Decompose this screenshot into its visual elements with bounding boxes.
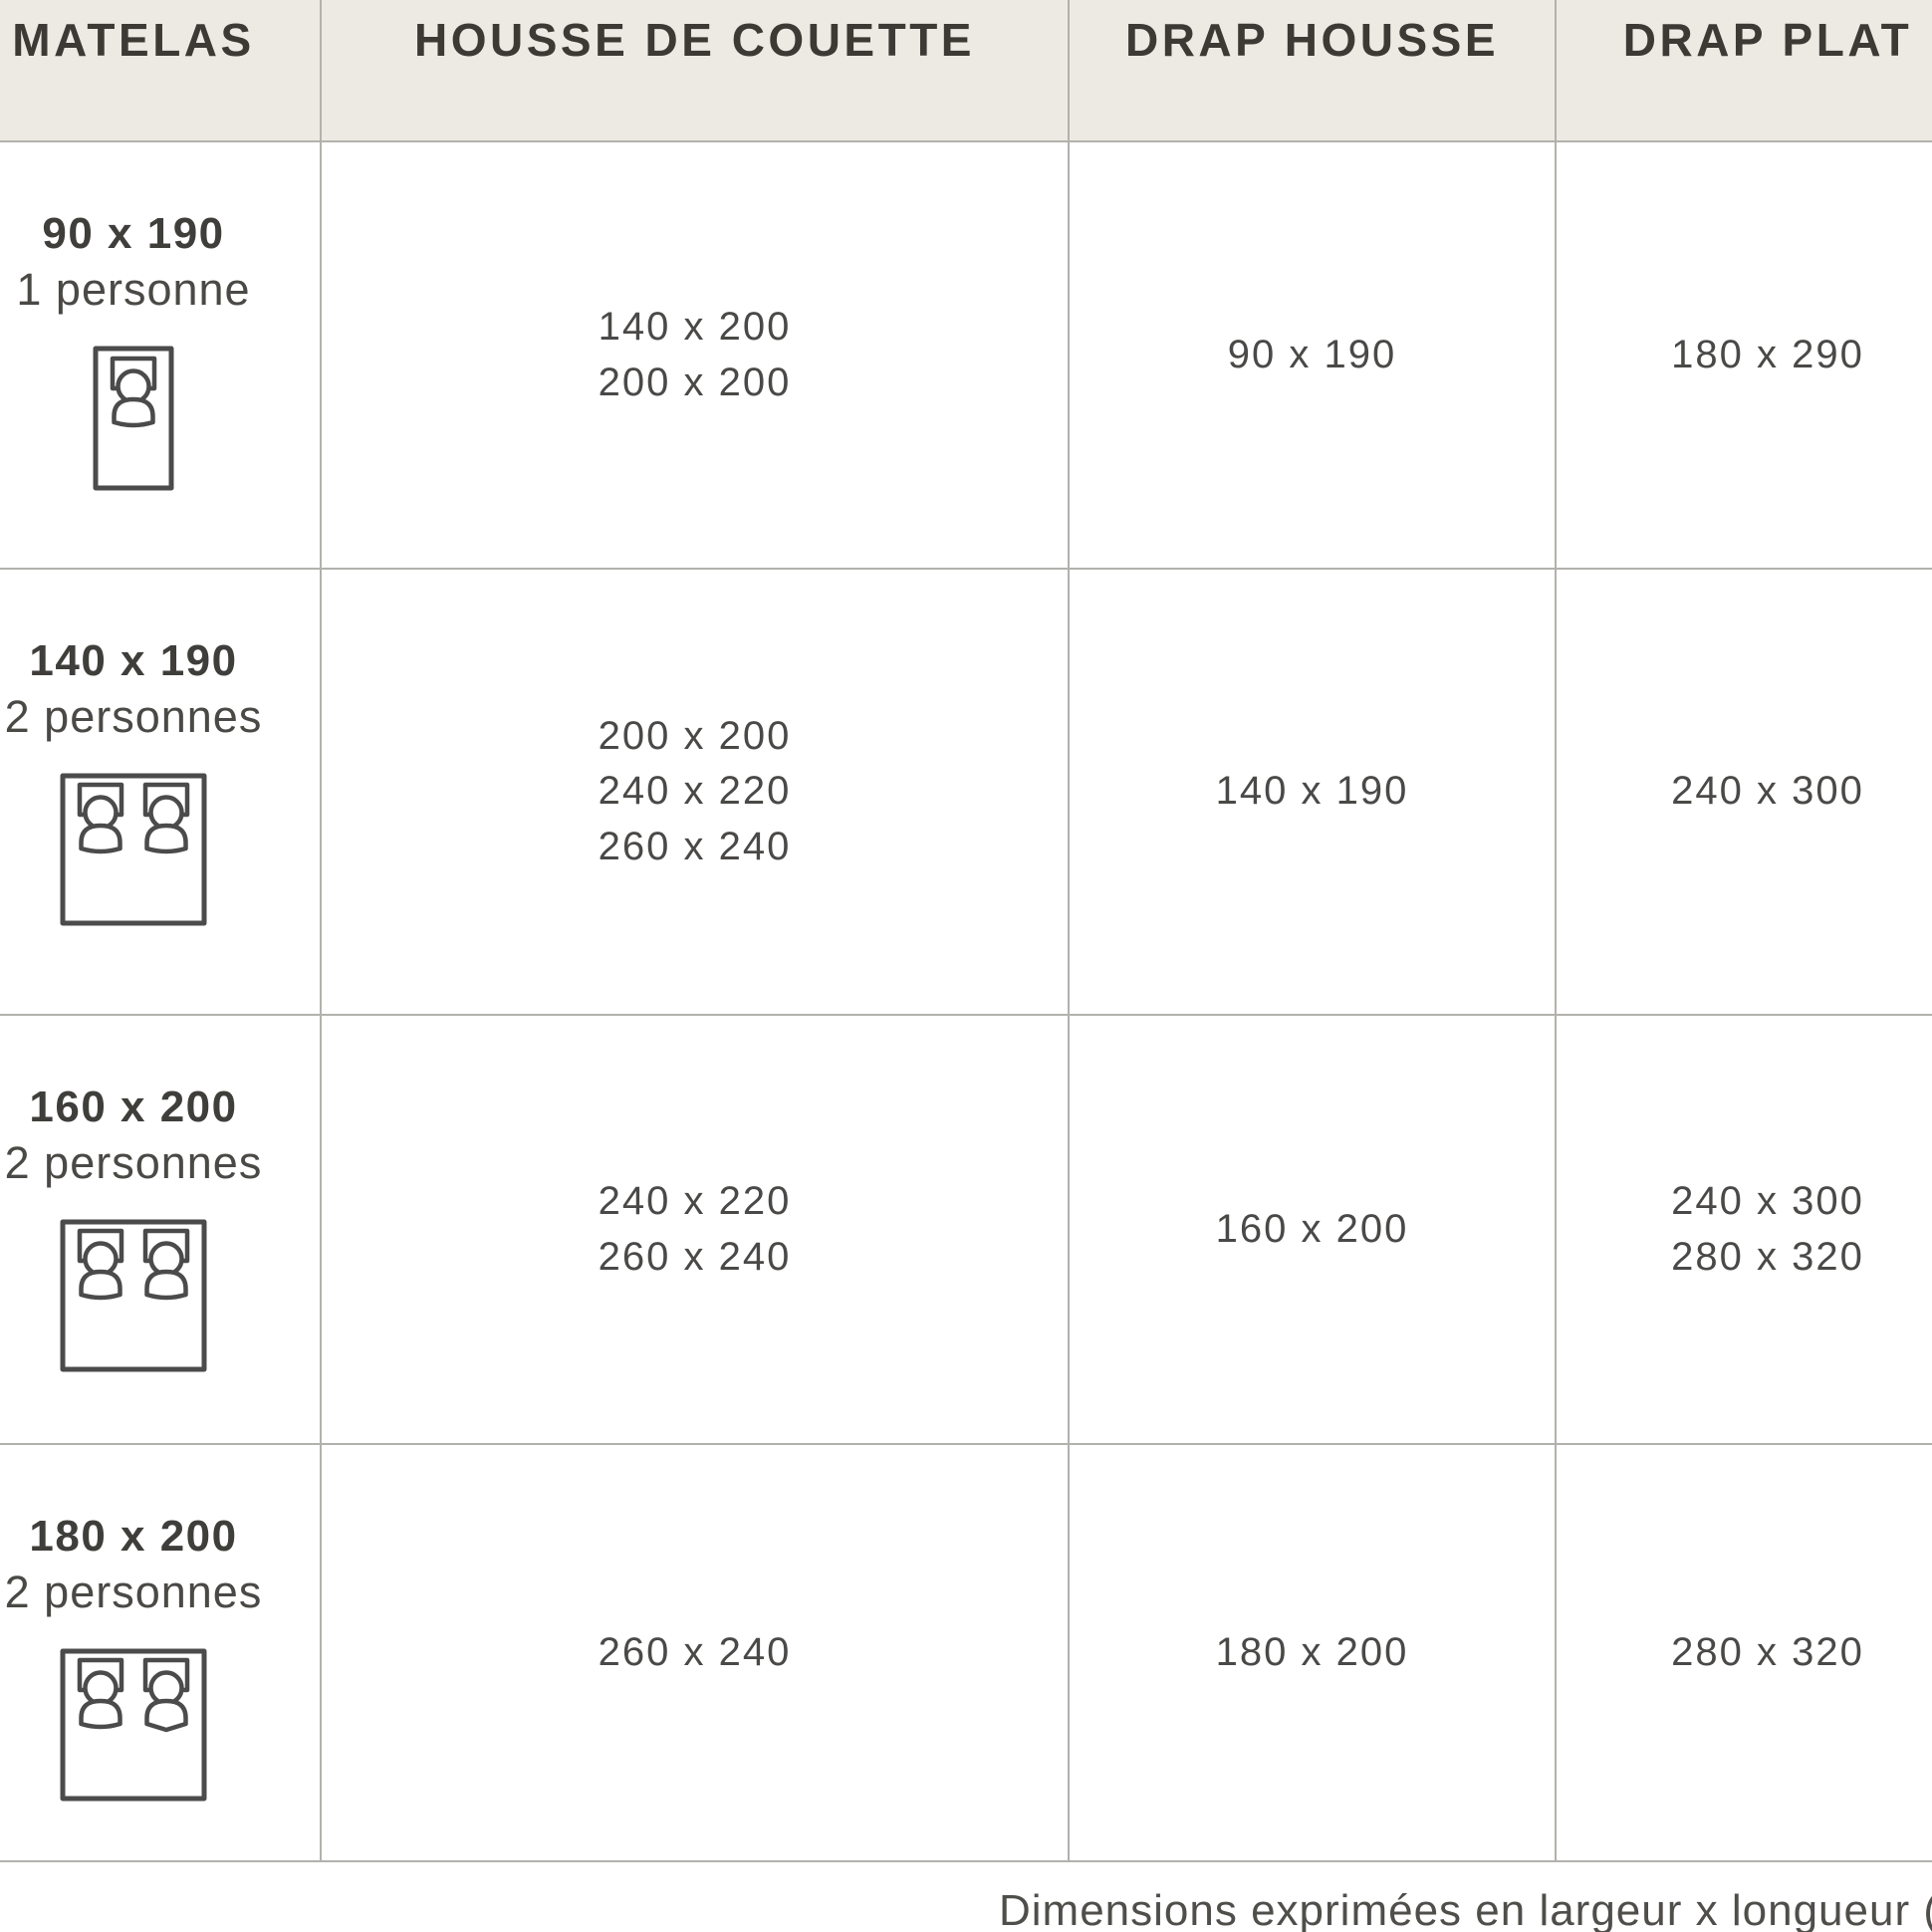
persons-label: 2 personnes (4, 1137, 263, 1188)
column-header-drap-plat: DRAP PLAT (1557, 0, 1932, 142)
mattress-size-label: 140 x 190 (29, 636, 238, 685)
matelas-cell: 160 x 200 2 personnes (0, 1016, 322, 1445)
drap-plat-cell: 280 x 320 (1557, 1445, 1932, 1862)
persons-label: 1 personne (16, 264, 251, 315)
double-bed-icon (60, 1219, 207, 1371)
drap-plat-cell: 240 x 300 280 x 320 (1557, 1016, 1932, 1445)
drap-housse-cell: 90 x 190 (1070, 142, 1557, 570)
single-bed-icon (93, 346, 174, 490)
housse-de-couette-cell: 140 x 200 200 x 200 (322, 142, 1070, 570)
mattress-size-label: 160 x 200 (29, 1083, 238, 1131)
drap-plat-cell: 240 x 300 (1557, 570, 1932, 1016)
drap-housse-cell: 180 x 200 (1070, 1445, 1557, 1862)
size-guide-table: MATELAS HOUSSE DE COUETTE DRAP HOUSSE DR… (0, 0, 1932, 1862)
double-bed-icon (60, 773, 207, 925)
matelas-cell: 90 x 190 1 personne (0, 142, 322, 570)
column-header-housse-de-couette: HOUSSE DE COUETTE (322, 0, 1070, 142)
column-header-drap-housse: DRAP HOUSSE (1070, 0, 1557, 142)
housse-de-couette-cell: 260 x 240 (322, 1445, 1070, 1862)
drap-housse-cell: 160 x 200 (1070, 1016, 1557, 1445)
drap-housse-cell: 140 x 190 (1070, 570, 1557, 1016)
housse-de-couette-cell: 200 x 200 240 x 220 260 x 240 (322, 570, 1070, 1016)
drap-plat-cell: 180 x 290 (1557, 142, 1932, 570)
persons-label: 2 personnes (4, 691, 263, 742)
matelas-cell: 140 x 190 2 personnes (0, 570, 322, 1016)
column-header-matelas: MATELAS (0, 0, 322, 142)
mattress-size-label: 90 x 190 (42, 209, 225, 258)
mattress-size-label: 180 x 200 (29, 1512, 238, 1561)
housse-de-couette-cell: 240 x 220 260 x 240 (322, 1016, 1070, 1445)
double-bed-icon (60, 1648, 207, 1801)
persons-label: 2 personnes (4, 1567, 263, 1617)
matelas-cell: 180 x 200 2 personnes (0, 1445, 322, 1862)
dimensions-footnote: Dimensions exprimées en largeur x longue… (999, 1886, 1932, 1932)
